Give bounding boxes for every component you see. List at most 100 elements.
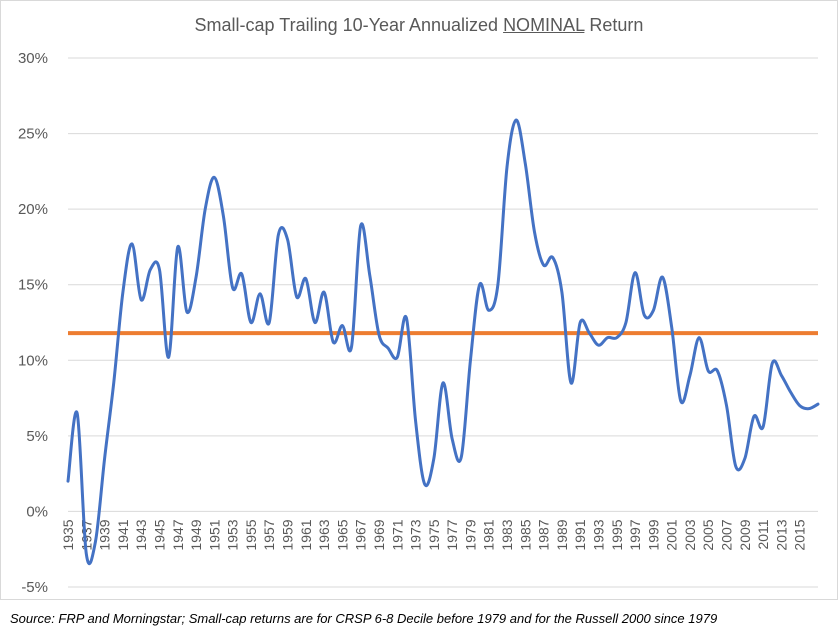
data-point: [789, 391, 792, 394]
x-tick-label: 2011: [755, 519, 771, 549]
data-point: [249, 321, 252, 324]
x-tick-label: 2007: [719, 519, 735, 550]
data-point: [478, 283, 481, 286]
x-tick-label: 1987: [536, 519, 552, 550]
x-tick-label: 2003: [682, 519, 698, 550]
data-point: [396, 356, 399, 359]
chart-title-prefix: Small-cap Trailing 10-Year Annualized: [194, 15, 504, 35]
data-point: [469, 359, 472, 362]
data-point: [615, 336, 618, 339]
data-point: [304, 277, 307, 280]
data-point: [542, 264, 545, 267]
data-point: [94, 540, 97, 543]
data-point: [140, 298, 143, 301]
x-tick-label: 1937: [78, 519, 94, 550]
x-tick-label: 1979: [462, 519, 478, 550]
data-point: [780, 374, 783, 377]
chart-title-suffix: Return: [584, 15, 644, 35]
x-tick-label: 1941: [115, 519, 131, 550]
data-point: [286, 238, 289, 241]
x-tick-label: 2009: [737, 519, 753, 550]
data-point: [377, 333, 380, 336]
x-tick-label: 1947: [170, 519, 186, 550]
data-point: [643, 313, 646, 316]
series-line: [66, 118, 820, 566]
data-point: [313, 321, 316, 324]
data-point: [195, 276, 198, 279]
x-tick-label: 1993: [590, 519, 606, 550]
x-tick-label: 1975: [426, 519, 442, 550]
y-axis-ticks: -5% 0% 5% 10% 15% 20% 25% 30%: [18, 50, 48, 596]
data-point: [112, 381, 115, 384]
data-point: [460, 456, 463, 459]
data-points: [67, 118, 820, 555]
data-point: [295, 295, 298, 298]
data-point: [259, 292, 262, 295]
data-point: [652, 309, 655, 312]
x-tick-label: 1963: [316, 519, 332, 550]
data-point: [231, 286, 234, 289]
x-tick-label: 1971: [389, 519, 405, 550]
data-point: [176, 245, 179, 248]
data-point: [524, 162, 527, 165]
data-point: [707, 369, 710, 372]
data-point: [158, 268, 161, 271]
data-point: [661, 276, 664, 279]
data-point: [634, 271, 637, 274]
data-point: [725, 404, 728, 407]
data-point: [679, 400, 682, 403]
data-point: [506, 165, 509, 168]
data-point: [771, 362, 774, 365]
data-point: [423, 483, 426, 486]
x-tick-label: 2013: [773, 519, 789, 550]
x-tick-label: 1945: [151, 519, 167, 550]
y-tick-label: 15%: [18, 277, 48, 294]
x-tick-label: 1985: [517, 519, 533, 550]
data-point: [698, 336, 701, 339]
data-point: [213, 176, 216, 179]
data-point: [277, 233, 280, 236]
data-point: [752, 415, 755, 418]
y-tick-label: 20%: [18, 201, 48, 218]
x-tick-label: 1951: [206, 519, 222, 550]
data-point: [185, 310, 188, 313]
data-point: [204, 208, 207, 211]
x-tick-label: 1977: [444, 519, 460, 550]
x-tick-label: 1995: [609, 519, 625, 550]
y-tick-label: -5%: [21, 579, 48, 596]
data-point: [597, 344, 600, 347]
data-point: [332, 341, 335, 344]
data-point: [167, 356, 170, 359]
data-point: [103, 457, 106, 460]
data-point: [807, 407, 810, 410]
x-tick-label: 1999: [645, 519, 661, 550]
x-tick-label: 1965: [334, 519, 350, 550]
data-point: [533, 230, 536, 233]
data-point: [222, 215, 225, 218]
data-point: [551, 256, 554, 259]
data-point: [624, 321, 627, 324]
y-tick-label: 30%: [18, 50, 48, 67]
data-point: [323, 291, 326, 294]
x-tick-label: 1961: [298, 519, 314, 550]
data-point: [798, 404, 801, 407]
x-axis-ticks: 1935 1937 1939 1941 1943 1945 1947 1949 1951 1953…: [60, 519, 808, 550]
x-tick-label: 2005: [700, 519, 716, 550]
x-tick-label: 1935: [60, 519, 76, 550]
x-tick-label: 1967: [353, 519, 369, 550]
x-tick-label: 1959: [280, 519, 296, 550]
x-tick-label: 1957: [261, 519, 277, 550]
data-point: [670, 326, 673, 329]
data-point: [414, 419, 417, 422]
data-point: [350, 345, 353, 348]
source-note: Source: FRP and Morningstar; Small-cap r…: [10, 611, 718, 626]
data-point: [240, 273, 243, 276]
series-layer: [66, 118, 820, 566]
gridlines: [68, 57, 818, 588]
data-point: [341, 324, 344, 327]
data-point: [579, 321, 582, 324]
data-point: [387, 347, 390, 350]
data-point: [359, 224, 362, 227]
x-tick-label: 2015: [792, 519, 808, 550]
x-tick-label: 1939: [97, 519, 113, 550]
